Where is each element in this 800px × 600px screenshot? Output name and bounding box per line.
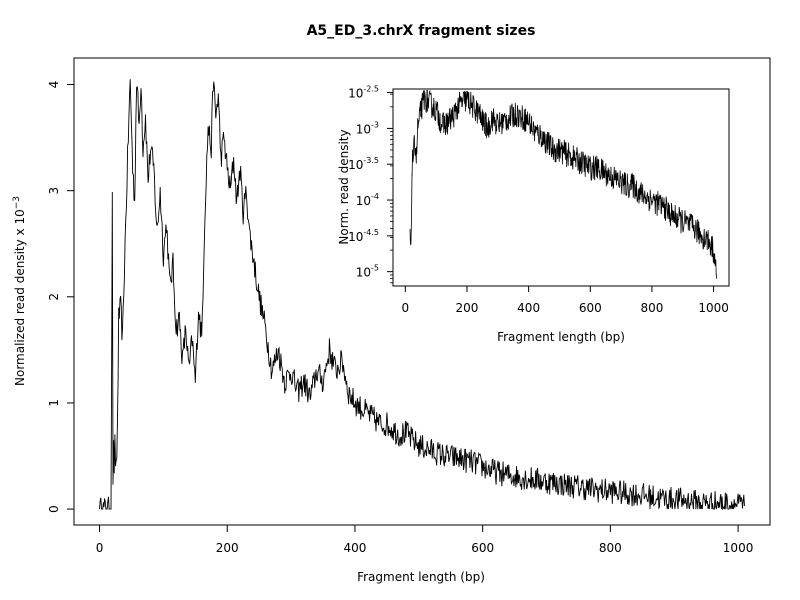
inset-x-tick-label: 200 xyxy=(456,301,479,315)
main-y-tick-label: 1 xyxy=(47,399,61,407)
main-x-tick-label: 400 xyxy=(344,541,367,555)
main-y-axis-label-exponent: −3 xyxy=(12,196,22,209)
inset-chart: 0 200 400 600 800 1000 10-2.510-310-3.510-410… xyxy=(337,85,730,344)
inset-x-tick-label: 0 xyxy=(402,301,410,315)
main-series-line xyxy=(99,79,745,511)
inset-x-tick-label: 600 xyxy=(579,301,602,315)
main-y-tick-label: 2 xyxy=(47,293,61,301)
inset-y-minor-ticks xyxy=(390,93,393,284)
inset-plot-frame xyxy=(392,88,730,287)
inset-y-axis-label: Norm. read density xyxy=(337,129,351,244)
inset-x-tick-label: 400 xyxy=(517,301,540,315)
inset-x-tick-label: 800 xyxy=(640,301,663,315)
inset-y-tick-label: 10-2.5 xyxy=(348,85,379,101)
main-x-axis-label: Fragment length (bp) xyxy=(357,570,485,584)
main-y-axis: 0 1 2 3 4 xyxy=(47,81,74,513)
main-chart: A5_ED_3.chrX fragment sizes 0 200 400 600 80… xyxy=(12,23,771,584)
inset-x-tick-label: 1000 xyxy=(698,301,729,315)
inset-y-tick-label: 10-3.5 xyxy=(348,156,379,172)
main-y-axis-label: Normalized read density x 10−3 xyxy=(12,196,27,386)
main-plot-frame xyxy=(73,57,771,526)
main-y-axis-label-text: Normalized read density x 10 xyxy=(13,209,27,386)
inset-y-tick-label: 10-5 xyxy=(356,264,379,280)
inset-x-axis-label: Fragment length (bp) xyxy=(497,330,625,344)
inset-y-tick-label: 10-4 xyxy=(356,192,379,208)
main-x-axis: 0 200 400 600 800 1000 xyxy=(96,525,754,555)
main-x-tick-label: 200 xyxy=(216,541,239,555)
inset-y-tick-label: 10-4.5 xyxy=(348,228,379,244)
inset-series-line xyxy=(409,90,718,279)
main-x-tick-label: 0 xyxy=(96,541,104,555)
main-y-tick-label: 4 xyxy=(47,81,61,89)
inset-y-axis: 10-2.5 10-3 10-3.5 10-4 10-4.5 10-5 xyxy=(348,85,393,280)
inset-y-tick-label: 10-3 xyxy=(356,120,379,136)
main-x-tick-label: 1000 xyxy=(723,541,754,555)
inset-x-axis: 0 200 400 600 800 1000 xyxy=(402,286,729,315)
chart-title: A5_ED_3.chrX fragment sizes xyxy=(307,23,536,39)
main-x-tick-label: 600 xyxy=(471,541,494,555)
main-x-tick-label: 800 xyxy=(599,541,622,555)
main-y-tick-label: 0 xyxy=(47,505,61,513)
main-y-tick-label: 3 xyxy=(47,187,61,195)
